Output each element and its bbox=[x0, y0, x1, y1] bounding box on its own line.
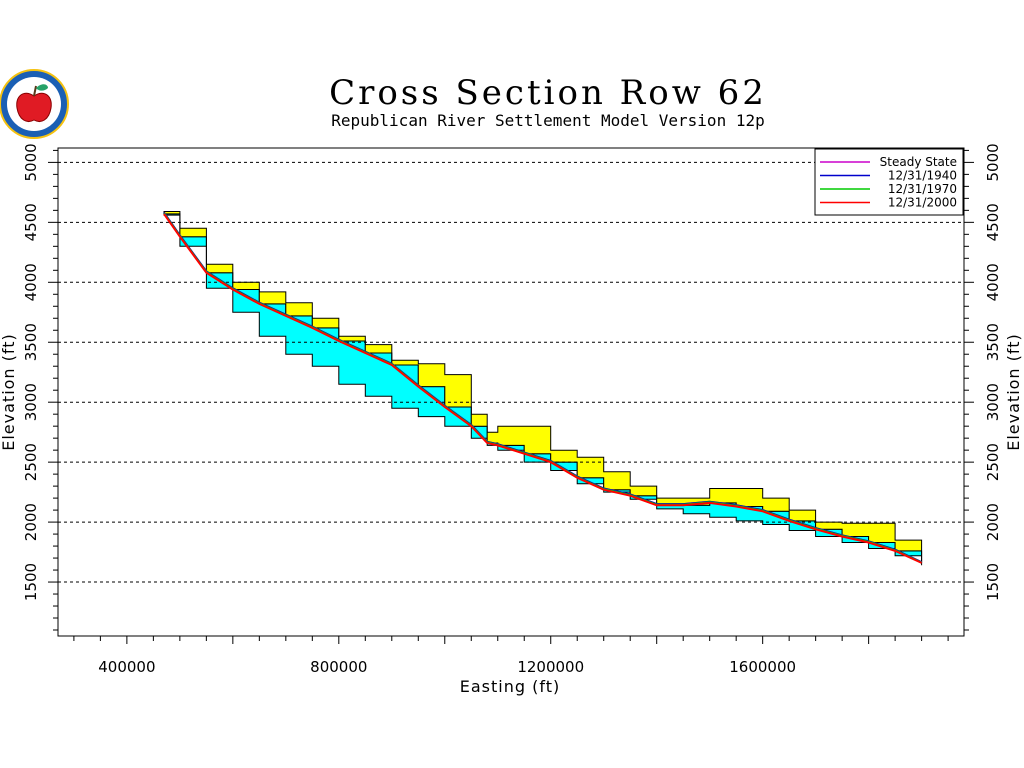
legend-label-2: 12/31/1970 bbox=[888, 182, 957, 196]
y-tick-label-left-2000: 2000 bbox=[22, 503, 40, 541]
unsaturated-zone-fill bbox=[163, 211, 923, 563]
apple-seal-icon bbox=[0, 69, 69, 139]
chart-title: Cross Section Row 62 bbox=[329, 73, 767, 113]
y-tick-label-right-2000: 2000 bbox=[984, 503, 1002, 541]
gridlines bbox=[58, 161, 964, 583]
tick-labels: 400000 800000 1200000 1600000 1500 1500 2000 20… bbox=[22, 143, 1002, 676]
y-tick-label-left-3000: 3000 bbox=[22, 383, 40, 421]
y-axis-label-left: Elevation (ft) bbox=[0, 333, 18, 451]
y-tick-label-right-4500: 4500 bbox=[984, 203, 1002, 241]
plot-frame bbox=[57, 147, 965, 637]
legend-label-0: Steady State bbox=[880, 155, 957, 169]
legend-label-1: 12/31/1940 bbox=[888, 169, 957, 183]
x-tick-label-400000: 400000 bbox=[98, 658, 155, 676]
y-tick-label-left-4500: 4500 bbox=[22, 203, 40, 241]
aquifer-fills bbox=[163, 211, 923, 566]
head-lines bbox=[163, 212, 923, 564]
head-2000-line bbox=[163, 213, 923, 564]
y-tick-label-right-3000: 3000 bbox=[984, 383, 1002, 421]
x-tick-label-1600000: 1600000 bbox=[729, 658, 796, 676]
chart-subtitle: Republican River Settlement Model Versio… bbox=[331, 111, 764, 130]
y-tick-label-right-1500: 1500 bbox=[984, 563, 1002, 601]
y-axis-label-right: Elevation (ft) bbox=[1004, 333, 1023, 451]
y-tick-label-left-4000: 4000 bbox=[22, 263, 40, 301]
x-tick-label-1200000: 1200000 bbox=[517, 658, 584, 676]
y-tick-label-right-2500: 2500 bbox=[984, 443, 1002, 481]
y-tick-label-left-5000: 5000 bbox=[22, 143, 40, 181]
y-tick-label-left-1500: 1500 bbox=[22, 563, 40, 601]
legend: Steady State12/31/194012/31/197012/31/20… bbox=[814, 148, 964, 216]
y-tick-label-right-5000: 5000 bbox=[984, 143, 1002, 181]
x-tick-label-800000: 800000 bbox=[310, 658, 367, 676]
x-axis-label: Easting (ft) bbox=[460, 677, 560, 696]
legend-box bbox=[814, 148, 964, 216]
legend-label-3: 12/31/2000 bbox=[888, 196, 957, 210]
y-tick-label-right-4000: 4000 bbox=[984, 263, 1002, 301]
y-tick-label-left-2500: 2500 bbox=[22, 443, 40, 481]
y-tick-label-left-3500: 3500 bbox=[22, 323, 40, 361]
y-tick-label-right-3500: 3500 bbox=[984, 323, 1002, 361]
axis-ticks bbox=[48, 149, 974, 644]
